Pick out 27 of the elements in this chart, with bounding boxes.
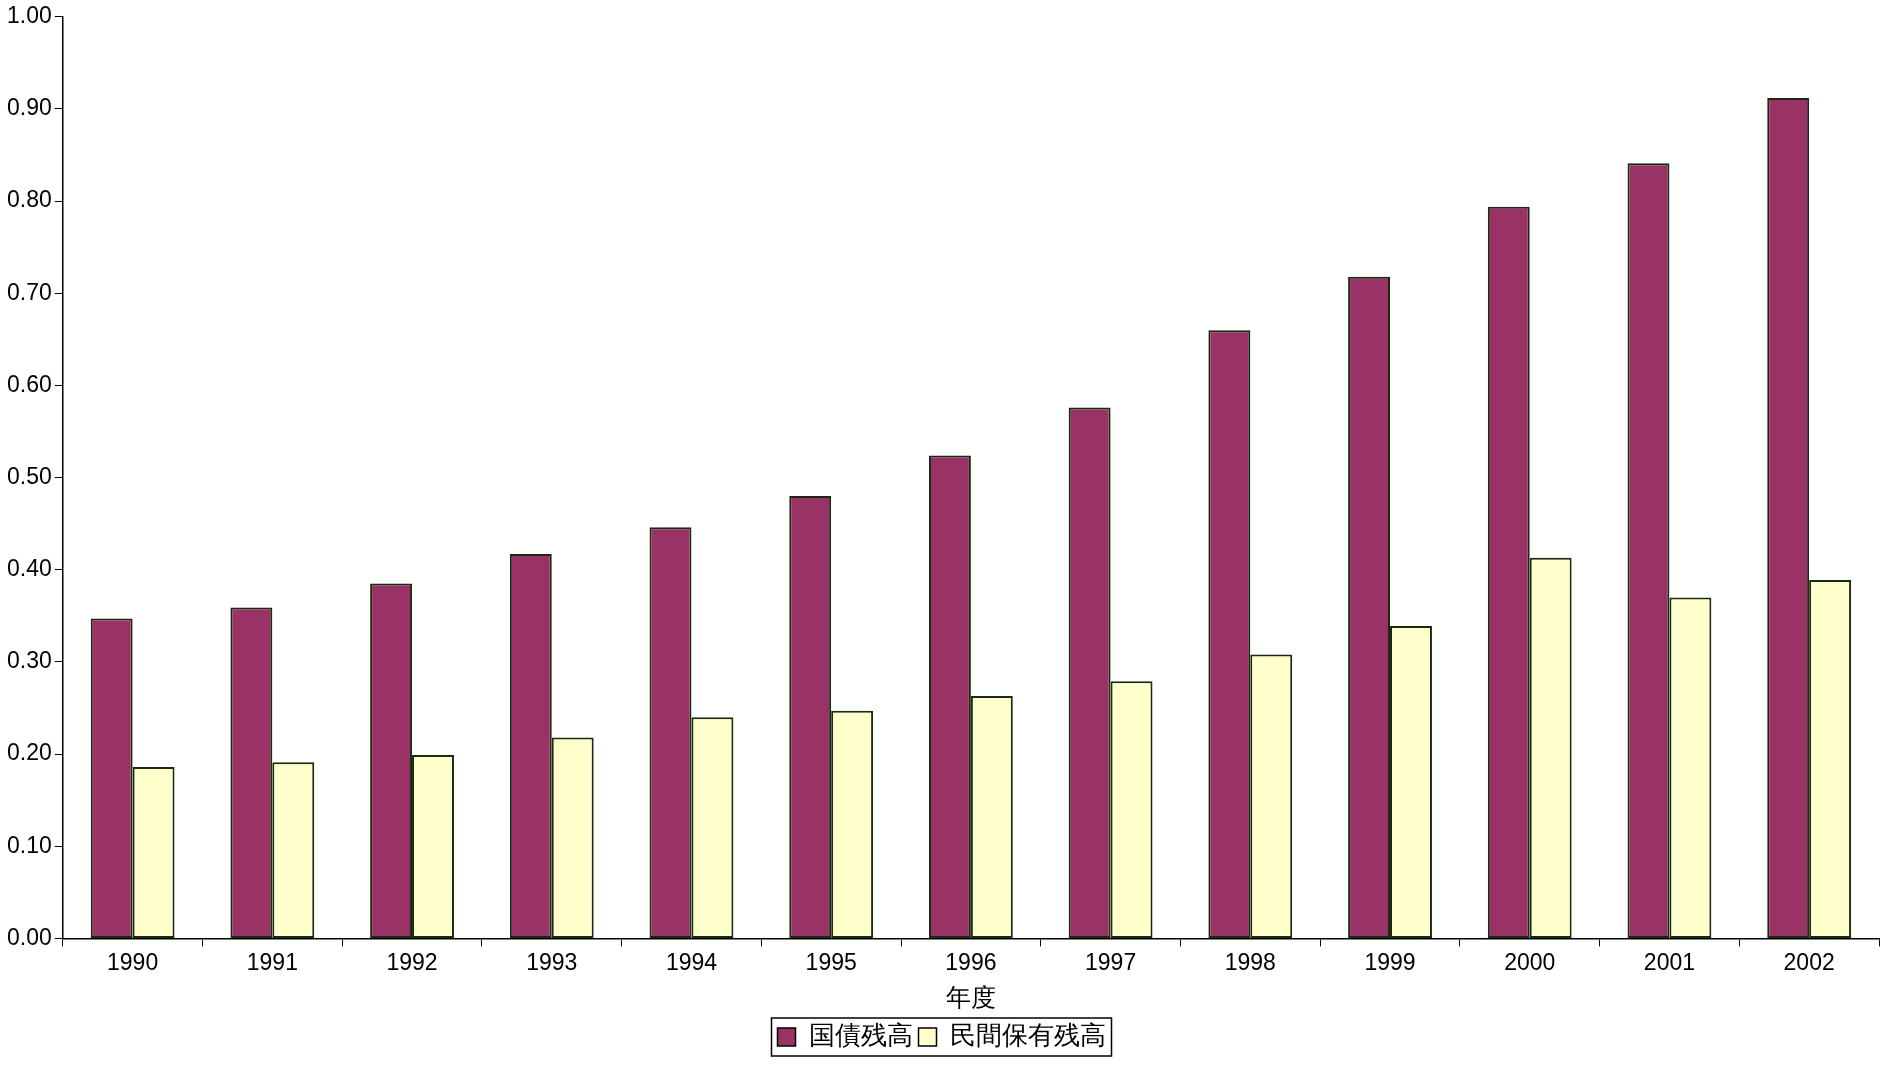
y-tick-label: 1.00 xyxy=(7,2,52,29)
y-tick-label: 0.10 xyxy=(7,831,52,858)
x-tick-label: 1999 xyxy=(1364,948,1416,975)
y-tick-label: 0.40 xyxy=(7,555,52,582)
x-tick-label: 1996 xyxy=(945,948,997,975)
x-tick-label: 1997 xyxy=(1085,948,1137,975)
legend-label: 民間保有残高 xyxy=(949,1020,1106,1051)
legend-label: 国債残高 xyxy=(808,1020,913,1051)
x-tick-label: 1992 xyxy=(386,948,438,975)
y-tick-label: 0.80 xyxy=(7,186,52,213)
y-tick-label: 0.00 xyxy=(7,923,52,950)
x-tick-label: 1990 xyxy=(107,948,159,975)
x-tick-label: 2002 xyxy=(1783,948,1835,975)
x-tick-label: 1995 xyxy=(805,948,857,975)
y-tick-label: 0.30 xyxy=(7,647,52,674)
x-tick-label: 2001 xyxy=(1643,948,1696,975)
y-tick-label: 0.60 xyxy=(7,370,52,397)
y-tick-label: 0.70 xyxy=(7,278,52,305)
x-tick-label: 1991 xyxy=(246,948,298,975)
x-axis-title: 年度 xyxy=(945,982,996,1011)
x-tick-label: 1994 xyxy=(665,948,718,975)
x-tick-label: 2000 xyxy=(1504,948,1556,975)
x-tick-label: 1993 xyxy=(526,948,578,975)
x-tick-label: 1998 xyxy=(1224,948,1276,975)
y-tick-label: 0.50 xyxy=(7,462,52,489)
y-tick-label: 0.20 xyxy=(7,739,52,766)
y-tick-label: 0.90 xyxy=(7,94,52,121)
